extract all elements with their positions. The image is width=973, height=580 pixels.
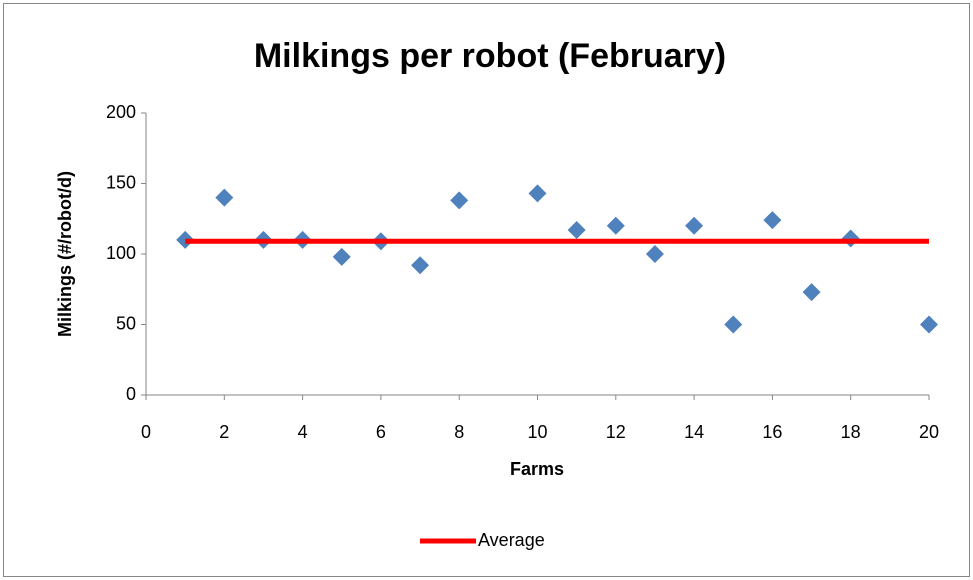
legend-label: Average bbox=[478, 530, 545, 550]
y-tick-label: 150 bbox=[106, 172, 136, 192]
x-tick-label: 12 bbox=[606, 422, 626, 442]
x-tick-label: 20 bbox=[919, 422, 939, 442]
point bbox=[567, 221, 586, 240]
point bbox=[645, 245, 664, 263]
x-tick-label: 8 bbox=[454, 422, 464, 442]
y-tick-label: 0 bbox=[126, 384, 136, 404]
y-tick-label: 50 bbox=[116, 313, 136, 333]
chart-title: Milkings per robot (February) bbox=[254, 37, 726, 75]
point bbox=[920, 315, 938, 334]
point bbox=[802, 283, 821, 302]
point bbox=[685, 216, 704, 235]
x-tick-label: 0 bbox=[141, 422, 151, 442]
point bbox=[606, 216, 625, 235]
point bbox=[411, 256, 430, 275]
point bbox=[763, 211, 782, 230]
chart-border bbox=[3, 3, 970, 577]
x-tick-label: 18 bbox=[841, 422, 861, 442]
x-tick-label: 14 bbox=[684, 422, 704, 442]
x-axis-label: Farms bbox=[510, 459, 564, 479]
y-tick-label: 200 bbox=[106, 102, 136, 122]
x-tick-label: 4 bbox=[298, 422, 308, 442]
point bbox=[215, 188, 234, 207]
y-tick-label: 100 bbox=[106, 243, 136, 263]
x-tick-label: 10 bbox=[527, 422, 547, 442]
x-tick-label: 16 bbox=[762, 422, 782, 442]
y-axis-label: Milkings (#/robot/d) bbox=[55, 171, 75, 337]
point bbox=[724, 315, 743, 334]
point bbox=[332, 247, 351, 266]
point bbox=[450, 191, 469, 210]
x-tick-label: 6 bbox=[376, 422, 386, 442]
x-tick-label: 2 bbox=[219, 422, 229, 442]
point bbox=[528, 184, 547, 203]
